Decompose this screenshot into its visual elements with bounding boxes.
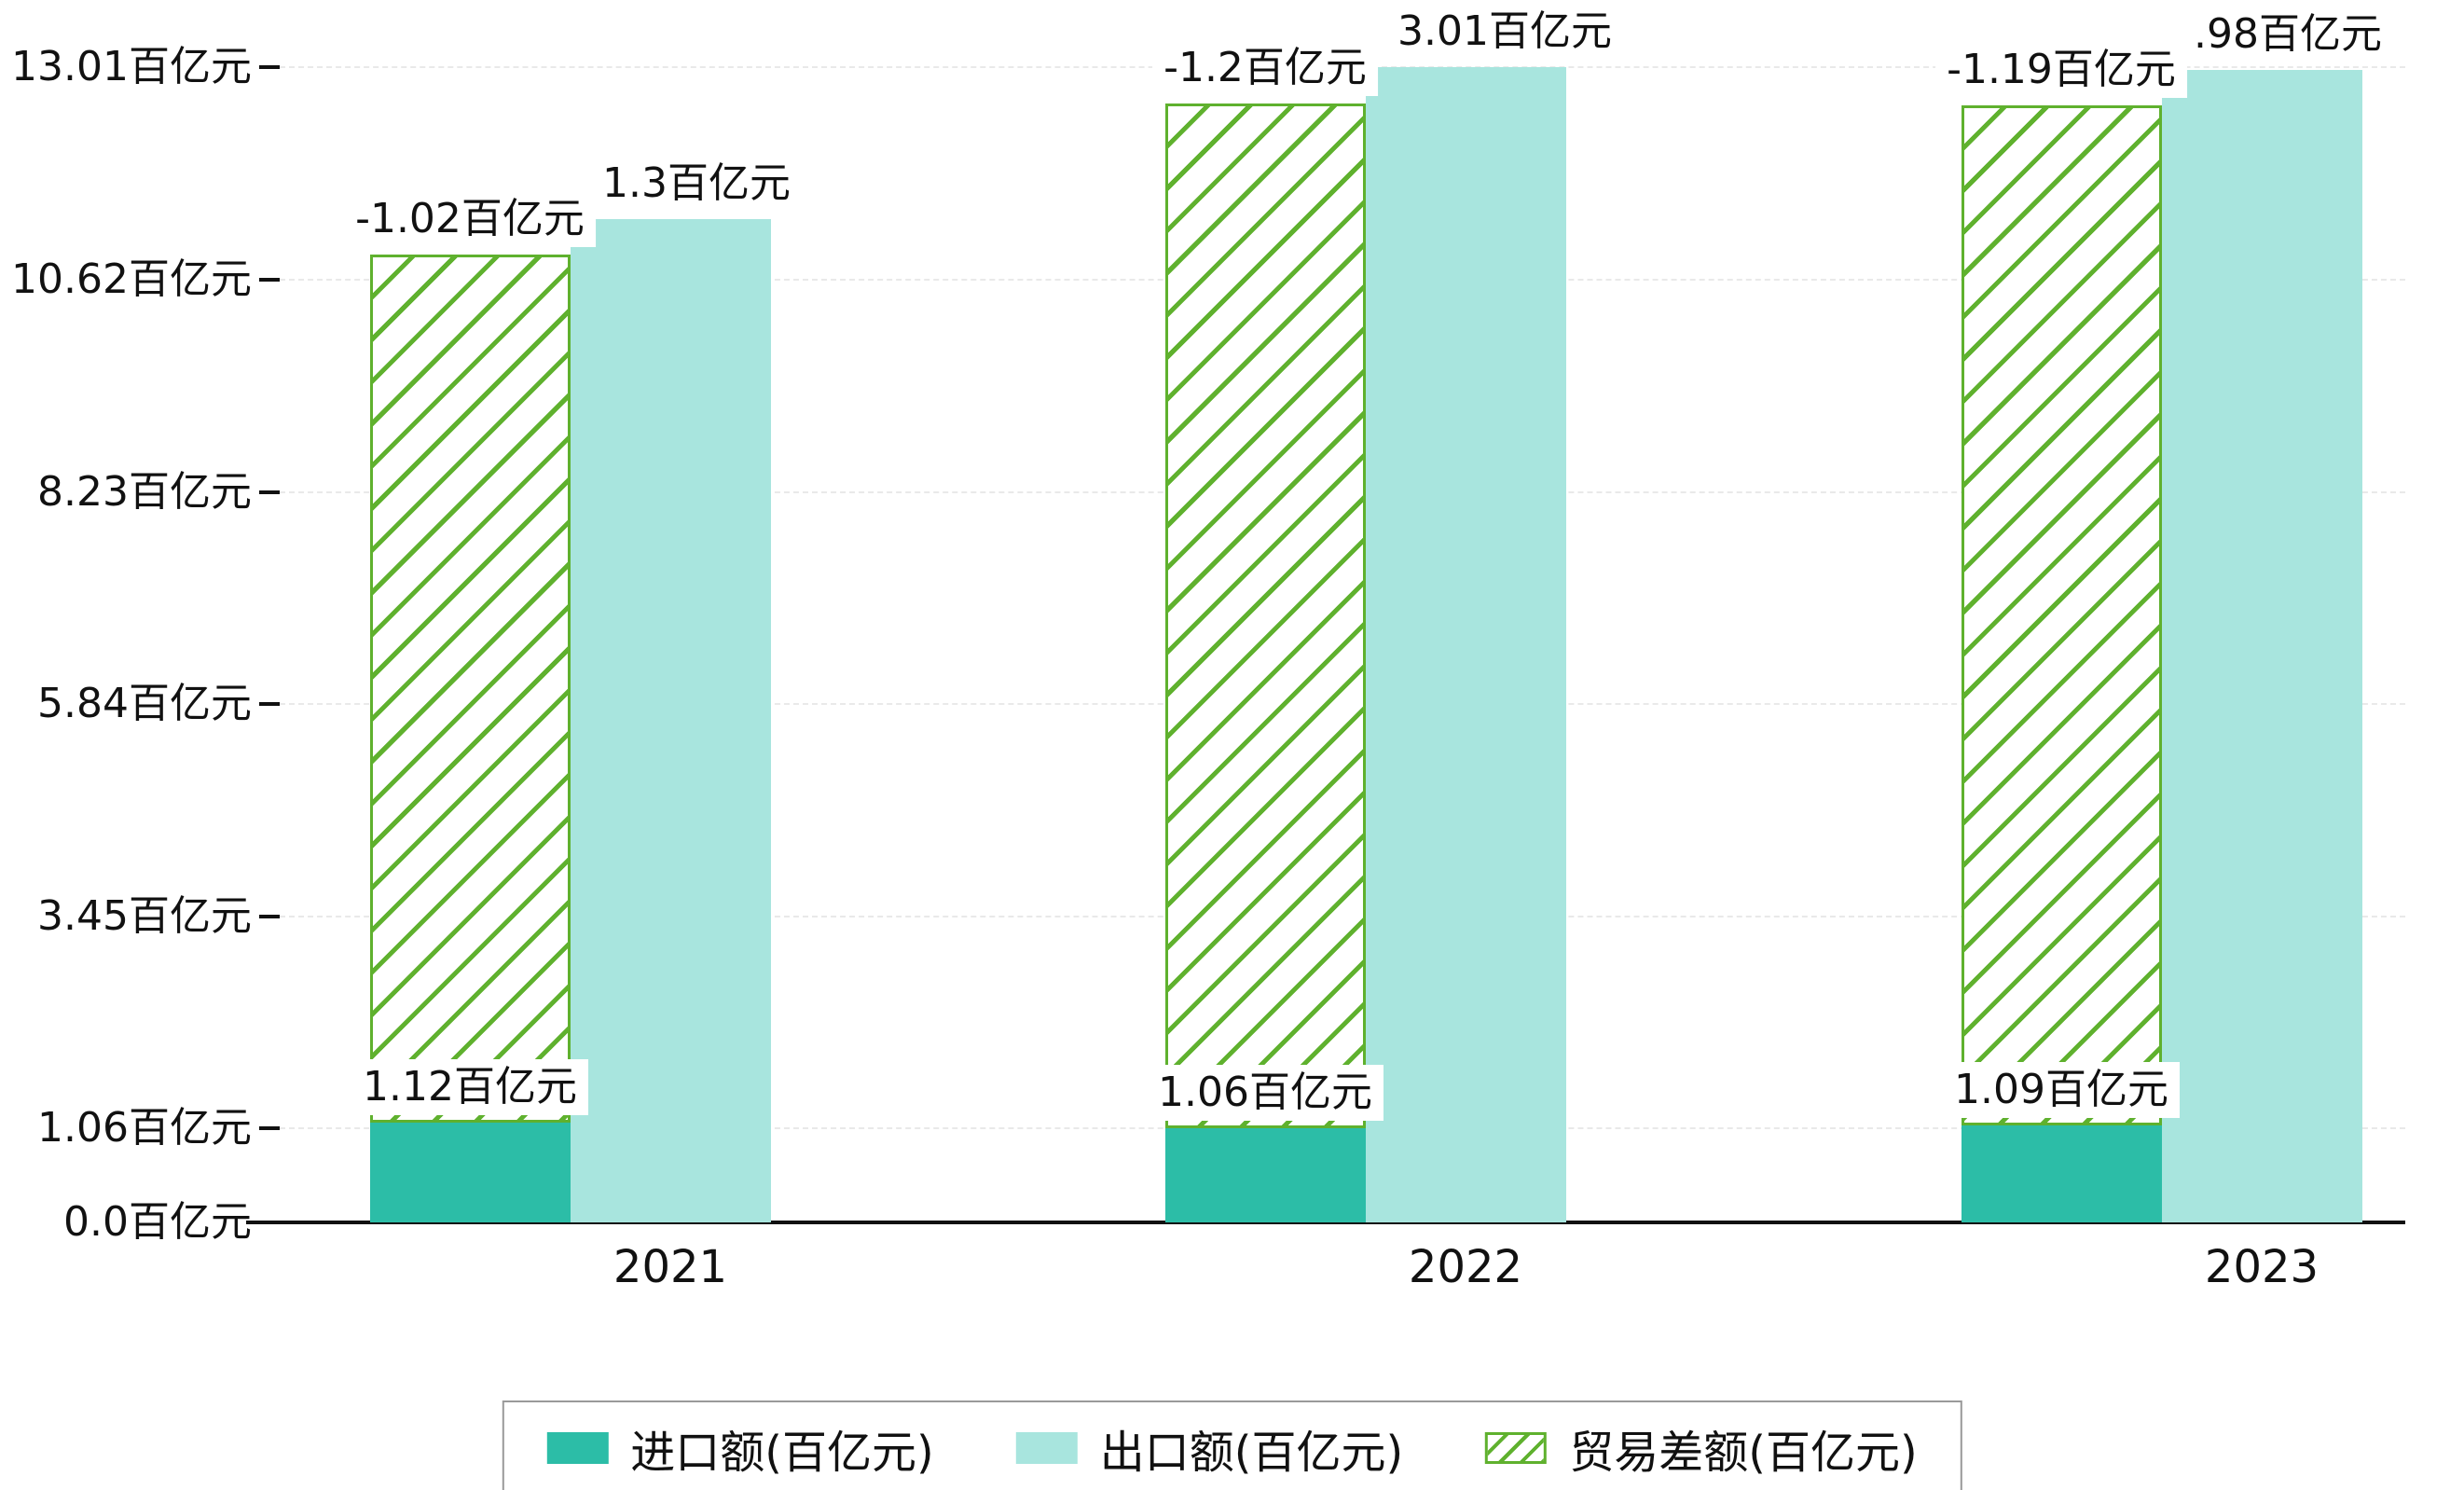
value-label-import: 1.09百亿元 xyxy=(1943,1062,2180,1119)
x-axis-line xyxy=(246,1221,2405,1224)
y-tick-mark xyxy=(259,914,280,918)
y-tick-mark xyxy=(259,65,280,70)
bar-export xyxy=(2162,70,2362,1222)
bar-export xyxy=(571,219,771,1222)
legend-swatch-balance xyxy=(1485,1432,1548,1464)
y-tick-mark xyxy=(259,702,280,707)
x-tick-label: 2023 xyxy=(2204,1241,2319,1293)
y-tick-mark xyxy=(259,490,280,494)
value-label-trade-balance: -1.2百亿元 xyxy=(1152,39,1378,96)
legend-label: 贸易差额(百亿元) xyxy=(1569,1427,1918,1479)
bar-import xyxy=(370,1123,571,1222)
value-label-export: .98百亿元 xyxy=(2182,7,2393,63)
legend-label: 出口额(百亿元) xyxy=(1099,1427,1404,1479)
value-label-trade-balance: -1.02百亿元 xyxy=(344,191,596,248)
bar-trade-balance xyxy=(370,255,571,1124)
bar-trade-balance xyxy=(1962,105,2162,1126)
legend-label: 进口额(百亿元) xyxy=(630,1427,934,1479)
y-tick-label: 8.23百亿元 xyxy=(37,467,252,516)
value-label-export: 1.3百亿元 xyxy=(591,156,802,213)
x-tick-label: 2021 xyxy=(613,1241,728,1293)
y-tick-label: 13.01百亿元 xyxy=(11,43,252,91)
bar-export xyxy=(1366,67,1566,1222)
value-label-export: 3.01百亿元 xyxy=(1386,4,1623,61)
value-label-trade-balance: -1.19百亿元 xyxy=(1935,42,2187,99)
y-tick-mark xyxy=(259,277,280,282)
legend-item: 出口额(百亿元) xyxy=(1015,1415,1404,1481)
y-tick-label: 5.84百亿元 xyxy=(37,680,252,728)
bar-import xyxy=(1962,1125,2162,1222)
legend-item: 进口额(百亿元) xyxy=(546,1415,934,1481)
x-tick-label: 2022 xyxy=(1408,1241,1523,1293)
y-tick-label: 1.06百亿元 xyxy=(37,1104,252,1152)
legend-item: 贸易差额(百亿元) xyxy=(1485,1415,1918,1481)
value-label-import: 1.12百亿元 xyxy=(351,1059,588,1116)
bar-import xyxy=(1165,1128,1366,1222)
legend: 进口额(百亿元) 出口额(百亿元) 贸易差额(百亿元) xyxy=(502,1400,1962,1490)
y-tick-mark xyxy=(259,1126,280,1131)
legend-swatch-import xyxy=(546,1432,609,1464)
y-tick-label: 3.45百亿元 xyxy=(37,891,252,940)
y-tick-label: 10.62百亿元 xyxy=(11,255,252,303)
y-tick-label: 0.0百亿元 xyxy=(63,1198,252,1246)
value-label-import: 1.06百亿元 xyxy=(1147,1065,1383,1122)
legend-swatch-export xyxy=(1015,1432,1078,1464)
bar-trade-balance xyxy=(1165,103,1366,1129)
